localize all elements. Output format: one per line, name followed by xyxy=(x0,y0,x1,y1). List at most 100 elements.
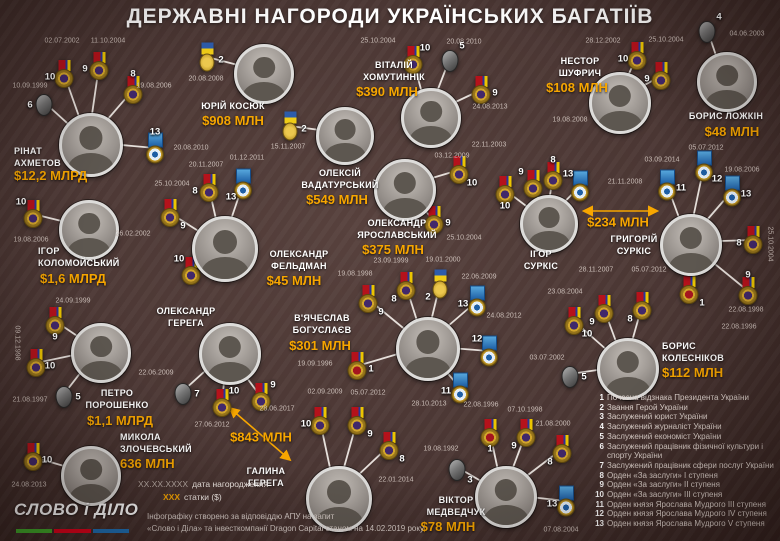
medal-icon xyxy=(557,485,575,517)
medal-pendant xyxy=(396,281,416,300)
medal-pendant xyxy=(54,69,74,88)
medal-number-badge: 7 xyxy=(194,388,200,400)
person-name: СУРКІС xyxy=(523,260,559,271)
medal-date: 25.10.2004 xyxy=(446,234,482,242)
avatar-shoulders xyxy=(383,197,427,218)
medal-pendant xyxy=(379,441,399,460)
medal-number-badge: 10 xyxy=(173,253,185,265)
avatar-head xyxy=(616,351,640,374)
medal-ribbon xyxy=(93,52,105,63)
medal-pendant xyxy=(523,179,543,198)
medal-icon xyxy=(552,435,572,463)
avatar-head xyxy=(679,227,703,250)
legend-item-number: 2 xyxy=(599,402,604,412)
medal-date: 28.06.2017 xyxy=(259,405,295,413)
medal-number-badge: 13 xyxy=(225,191,237,203)
medal-number-badge: 8 xyxy=(550,154,556,166)
medal-pendant xyxy=(123,85,143,104)
medal-ribbon xyxy=(216,389,228,400)
medal-icon xyxy=(424,206,444,234)
legend-item-number: 3 xyxy=(599,412,604,422)
medal-ribbon xyxy=(636,292,648,303)
person-wealth: $78 МЛН xyxy=(420,519,476,534)
medal-pendant xyxy=(212,398,232,417)
legend-item-number: 7 xyxy=(599,460,604,470)
medal-pendant xyxy=(495,185,515,204)
avatar-head xyxy=(218,336,242,359)
medal-number-badge: 4 xyxy=(716,11,722,23)
medal-pendant xyxy=(451,385,469,404)
avatar-shoulders xyxy=(79,360,123,380)
avatar-head xyxy=(79,126,103,150)
person-photo-feldman xyxy=(192,216,258,282)
legend-item: 7 Заслужений працівник сфери послуг Украї… xyxy=(590,461,774,471)
medal-icon xyxy=(347,352,367,380)
medal-icon xyxy=(516,419,536,447)
medal-ribbon xyxy=(428,206,440,217)
medal-ribbon xyxy=(598,295,610,306)
legend-item-number: 1 xyxy=(599,393,604,402)
medal-number-badge: 13 xyxy=(457,298,469,310)
person-name: МИКОЛА xyxy=(120,432,161,442)
medal-number-badge: 1 xyxy=(487,443,493,455)
medal-number-badge: 9 xyxy=(492,87,498,99)
medal-number-badge: 10 xyxy=(581,328,593,340)
avatar-head xyxy=(213,229,237,254)
shared-wealth-label: $843 МЛН xyxy=(230,429,292,445)
medal-ribbon xyxy=(434,269,446,282)
medal-icon xyxy=(441,44,459,72)
avatar-shoulders xyxy=(324,143,366,162)
avatar-head xyxy=(494,479,518,502)
legend-item: 13 Орден князя Ярослава Мудрого V ступеня xyxy=(590,519,774,529)
person-name: БОРИС ЛОЖКІН xyxy=(688,111,764,121)
medal-icon xyxy=(451,372,469,404)
medal-pendant xyxy=(543,171,563,190)
medal-pendant xyxy=(181,266,201,285)
medal-date: 22.11.2003 xyxy=(471,141,507,149)
person-photo-kolomoiskyi xyxy=(59,200,119,260)
medal-number-badge: 1 xyxy=(699,297,705,309)
legend-item-number: 10 xyxy=(595,490,604,500)
person-name: ВІКТОР xyxy=(438,495,474,505)
person-name: КОЛЕСНІКОВ xyxy=(662,352,725,363)
person-photo-medvedchuk xyxy=(475,466,537,528)
legend-item-text: Почесна відзнака Президента України xyxy=(607,393,749,402)
medal-icon xyxy=(658,169,676,201)
medal-number-badge: 1 xyxy=(368,363,374,375)
medal-number-badge: 5 xyxy=(459,40,465,52)
medal-number-badge: 9 xyxy=(180,220,186,232)
medal-date: 24.08.2013 xyxy=(472,103,508,111)
medal-icon xyxy=(282,111,298,141)
avatar-shoulders xyxy=(68,153,114,174)
footer-line-1: Інфографіку створено за відповіддю АПУ н… xyxy=(147,512,335,521)
avatar-shoulders xyxy=(67,237,111,257)
person-photo-vadaturskyi xyxy=(316,107,374,165)
medal-icon xyxy=(695,150,713,182)
legend-item-number: 8 xyxy=(599,470,604,480)
person-name: ОЛЕКСІЙ xyxy=(318,168,362,178)
medal-icon xyxy=(448,453,466,481)
medal-date: 05.07.2012 xyxy=(350,389,386,397)
key-date-note: ХХ.ХХ.ХХХХ дата нагородження xyxy=(138,479,268,489)
medal-number-badge: 13 xyxy=(546,498,558,510)
avatar-head xyxy=(716,64,738,87)
avatar-head xyxy=(327,479,351,504)
medal-pendant xyxy=(45,316,65,335)
medal-ribbon xyxy=(547,162,559,173)
medal-number-badge: 3 xyxy=(467,474,473,486)
medal-date: 03.12.2009 xyxy=(434,152,470,160)
medal-pendant xyxy=(516,428,536,447)
medal-pendant xyxy=(358,294,378,313)
logo-color-bar xyxy=(16,529,129,533)
medal-date: 15.11.2007 xyxy=(270,143,306,151)
person-photo-poroshenko xyxy=(71,323,131,383)
medal-number-badge: 9 xyxy=(589,316,595,328)
medal-pendant xyxy=(449,165,469,184)
medal-icon xyxy=(347,407,367,435)
medal-icon xyxy=(199,42,215,72)
medal-date: 28.11.2007 xyxy=(578,266,614,274)
legend-item-text: Орден «За заслуги» І ступеня xyxy=(607,470,718,480)
shared-wealth-arrow xyxy=(228,406,292,462)
medal-ribbon xyxy=(58,60,70,71)
medal-pendant xyxy=(658,182,676,201)
